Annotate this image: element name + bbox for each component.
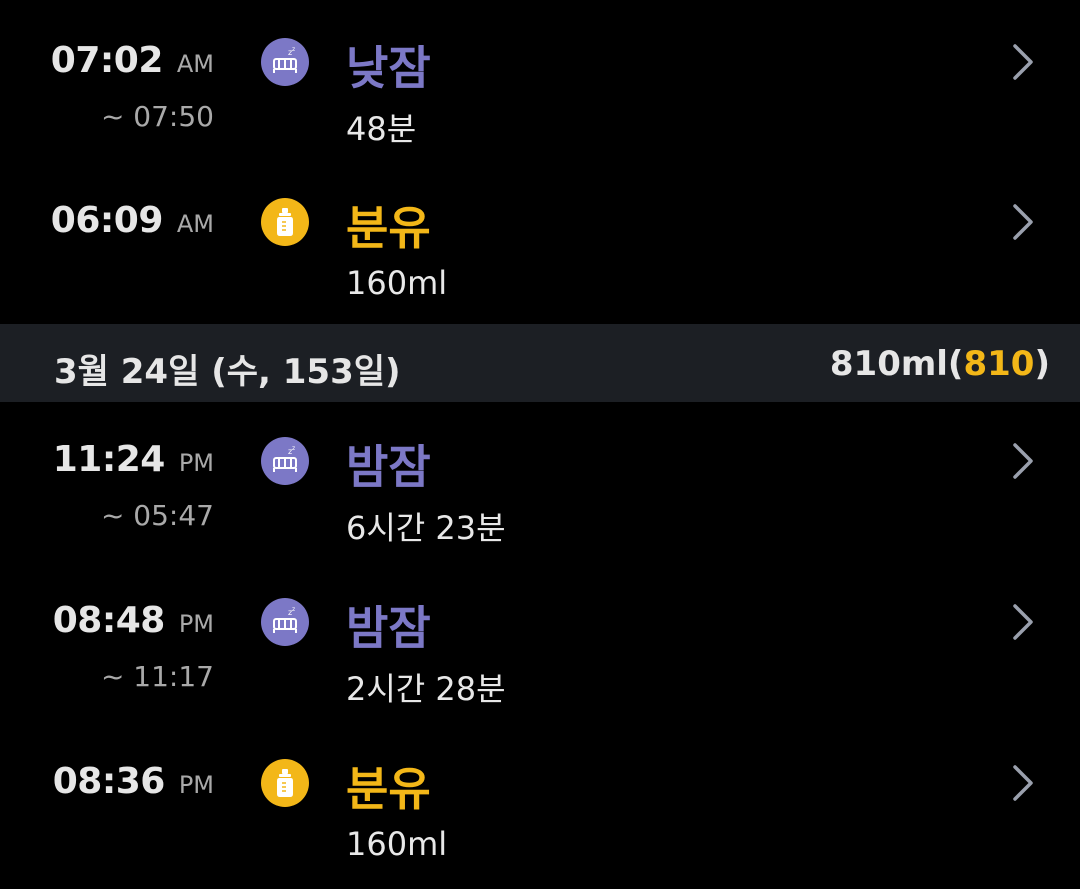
start-time: 06:09 AM (51, 200, 214, 241)
svg-text:z: z (292, 445, 295, 452)
svg-text:z: z (292, 606, 295, 613)
date-label: 3월 24일 (수, 153일) (54, 352, 401, 392)
log-entry[interactable]: 08:36 PM 분유 160ml (0, 729, 1080, 889)
chevron-right-icon[interactable] (1006, 441, 1038, 481)
svg-text:z: z (292, 46, 295, 53)
entry-title: 밤잠 (346, 440, 431, 494)
start-time-ampm: PM (178, 610, 214, 638)
log-entry[interactable]: 08:48 PM ~ 11:17 z z 밤잠 2시간 28분 (0, 568, 1080, 728)
bottle-icon (261, 198, 309, 246)
chevron-right-icon[interactable] (1006, 42, 1038, 82)
crib-icon: z z (261, 437, 309, 485)
start-time: 11:24 PM (53, 439, 214, 480)
chevron-right-icon[interactable] (1006, 202, 1038, 242)
entry-detail: 2시간 28분 (346, 670, 506, 708)
daily-total-highlight: 810 (963, 344, 1035, 384)
start-time-ampm: PM (178, 771, 214, 799)
start-time-value: 08:36 (52, 761, 166, 802)
entry-title: 낮잠 (346, 41, 431, 95)
start-time: 08:36 PM (53, 761, 214, 802)
entry-detail: 48분 (346, 110, 417, 148)
crib-icon: z z (261, 38, 309, 86)
daily-total-amount: 810ml( (829, 344, 964, 384)
end-time: ~ 07:50 (100, 100, 214, 133)
start-time-ampm: PM (178, 449, 214, 477)
start-time-ampm: AM (176, 50, 214, 78)
entry-detail: 6시간 23분 (346, 509, 506, 547)
chevron-right-icon[interactable] (1006, 602, 1038, 642)
end-time: ~ 05:47 (100, 499, 214, 532)
log-entry[interactable]: 11:24 PM ~ 05:47 z z 밤잠 6시간 23분 (0, 407, 1080, 567)
start-time-ampm: AM (176, 210, 214, 238)
start-time-value: 07:02 (50, 40, 164, 81)
entry-detail: 160ml (346, 825, 448, 863)
svg-text:z: z (288, 608, 292, 617)
start-time-value: 11:24 (52, 439, 166, 480)
svg-text:z: z (288, 447, 292, 456)
log-entry[interactable]: 06:09 AM 분유 160ml (0, 168, 1080, 328)
bottle-icon (261, 759, 309, 807)
date-header: 3월 24일 (수, 153일) 810ml(810) (0, 324, 1080, 402)
entry-title: 분유 (346, 201, 431, 255)
log-entry[interactable]: 07:02 AM ~ 07:50 z z 낮잠 48분 (0, 8, 1080, 168)
start-time-value: 06:09 (50, 200, 164, 241)
start-time: 07:02 AM (51, 40, 214, 81)
entry-title: 밤잠 (346, 601, 431, 655)
chevron-right-icon[interactable] (1006, 763, 1038, 803)
daily-total: 810ml(810) (830, 344, 1050, 384)
svg-text:z: z (288, 48, 292, 57)
crib-icon: z z (261, 598, 309, 646)
end-time: ~ 11:17 (100, 660, 214, 693)
entry-title: 분유 (346, 762, 431, 816)
entry-detail: 160ml (346, 264, 448, 302)
start-time-value: 08:48 (52, 600, 166, 641)
start-time: 08:48 PM (53, 600, 214, 641)
daily-total-close: ) (1034, 344, 1050, 384)
